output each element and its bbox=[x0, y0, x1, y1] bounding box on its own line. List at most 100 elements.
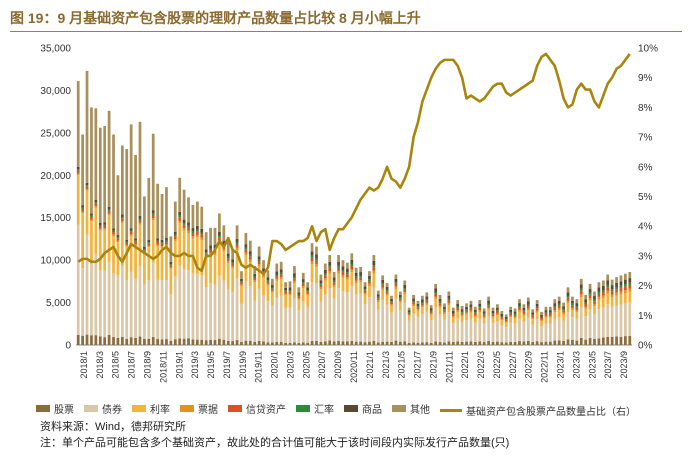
bar-segment bbox=[482, 314, 486, 317]
bar-segment bbox=[328, 288, 332, 341]
x-tick-label: 2019/11 bbox=[254, 351, 264, 383]
bar-segment bbox=[288, 289, 292, 292]
bar-segment bbox=[354, 283, 358, 295]
y-right-tick-label: 7% bbox=[638, 133, 653, 144]
bar-segment bbox=[354, 280, 358, 284]
bar-segment bbox=[284, 293, 287, 296]
bar-segment bbox=[615, 295, 618, 306]
bar-segment bbox=[465, 303, 468, 307]
bar-segment bbox=[535, 306, 539, 309]
bar-segment bbox=[306, 293, 310, 296]
bar-segment bbox=[359, 277, 362, 281]
bar-segment bbox=[350, 285, 354, 341]
legend-label: 利率 bbox=[150, 405, 170, 416]
bar-segment bbox=[509, 306, 513, 310]
bar-segment bbox=[540, 314, 543, 317]
bar-segment bbox=[456, 318, 460, 342]
bar-segment bbox=[120, 222, 124, 266]
bar-segment bbox=[518, 303, 521, 306]
bar-segment bbox=[293, 276, 296, 279]
ratio-line bbox=[77, 52, 631, 276]
bar-segment bbox=[557, 303, 561, 306]
bar-segment bbox=[478, 303, 482, 307]
bar-segment bbox=[390, 302, 393, 305]
bar-segment bbox=[156, 240, 160, 243]
bar-segment bbox=[610, 289, 614, 292]
bar-segment bbox=[575, 306, 579, 308]
bar-segment bbox=[460, 305, 464, 310]
bar-segment bbox=[319, 274, 323, 281]
bar-segment bbox=[112, 228, 115, 231]
bar-segment bbox=[487, 309, 490, 317]
bar-segment bbox=[173, 240, 177, 276]
bar-segment bbox=[125, 242, 129, 246]
bar-segment bbox=[293, 280, 296, 284]
bar-segment bbox=[363, 294, 367, 305]
bar-segment bbox=[332, 341, 336, 345]
bar-segment bbox=[279, 272, 283, 275]
bar-segment bbox=[103, 229, 107, 271]
bar-segment bbox=[496, 313, 499, 316]
bar-segment bbox=[257, 266, 261, 289]
legend-label: 其他 bbox=[410, 405, 430, 416]
bar-segment bbox=[94, 108, 98, 200]
bar-segment bbox=[112, 232, 115, 235]
bar-segment bbox=[138, 266, 142, 337]
bar-segment bbox=[151, 262, 155, 338]
bar-segment bbox=[125, 245, 129, 247]
bar-segment bbox=[394, 288, 398, 299]
bar-segment bbox=[544, 306, 548, 311]
bar-segment bbox=[134, 337, 137, 345]
y-right-tick-label: 6% bbox=[638, 162, 653, 173]
bar-segment bbox=[359, 282, 362, 294]
bar-segment bbox=[465, 310, 468, 313]
bar-segment bbox=[460, 314, 464, 317]
bar-segment bbox=[143, 250, 146, 253]
bar-segment bbox=[451, 316, 455, 318]
bar-segment bbox=[143, 248, 146, 251]
bar-segment bbox=[438, 303, 442, 306]
bar-segment bbox=[151, 218, 155, 221]
bar-segment bbox=[297, 296, 301, 299]
bar-segment bbox=[182, 223, 186, 225]
bar-segment bbox=[279, 279, 283, 296]
bar-segment bbox=[310, 261, 314, 265]
bar-segment bbox=[125, 246, 129, 281]
bar-segment bbox=[182, 189, 186, 220]
bar-segment bbox=[134, 245, 137, 279]
bar-segment bbox=[619, 275, 623, 282]
bar-segment bbox=[571, 305, 574, 308]
x-tick-label: 2018/3 bbox=[95, 351, 105, 379]
bar-segment bbox=[447, 291, 451, 296]
bar-segment bbox=[394, 282, 398, 284]
bar-segment bbox=[390, 295, 393, 299]
x-tick-label: 2018/11 bbox=[158, 351, 168, 383]
bar-segment bbox=[584, 308, 588, 317]
bar-segment bbox=[473, 322, 477, 342]
bar-segment bbox=[429, 305, 433, 309]
bar-segment bbox=[447, 298, 451, 301]
bar-segment bbox=[323, 269, 327, 274]
bar-segment bbox=[540, 326, 543, 343]
bar-segment bbox=[465, 314, 468, 321]
x-tick-label: 2020/3 bbox=[286, 351, 296, 379]
bar-segment bbox=[85, 334, 89, 345]
y-right-tick-label: 10% bbox=[638, 44, 658, 55]
bar-segment bbox=[584, 294, 588, 300]
bar-segment bbox=[257, 264, 261, 267]
bar-segment bbox=[363, 289, 367, 291]
bar-segment bbox=[200, 275, 204, 340]
bar-segment bbox=[81, 207, 84, 209]
bar-segment bbox=[346, 274, 349, 278]
bar-segment bbox=[169, 268, 173, 295]
y-right-tick-label: 0% bbox=[638, 341, 653, 352]
bar-segment bbox=[262, 341, 265, 345]
bar-segment bbox=[346, 268, 349, 273]
bar-segment bbox=[337, 261, 340, 266]
bar-segment bbox=[443, 314, 446, 320]
bar-segment bbox=[301, 272, 305, 280]
bar-segment bbox=[85, 185, 89, 187]
bar-segment bbox=[288, 287, 292, 290]
bar-segment bbox=[253, 273, 257, 277]
bar-segment bbox=[421, 303, 424, 306]
